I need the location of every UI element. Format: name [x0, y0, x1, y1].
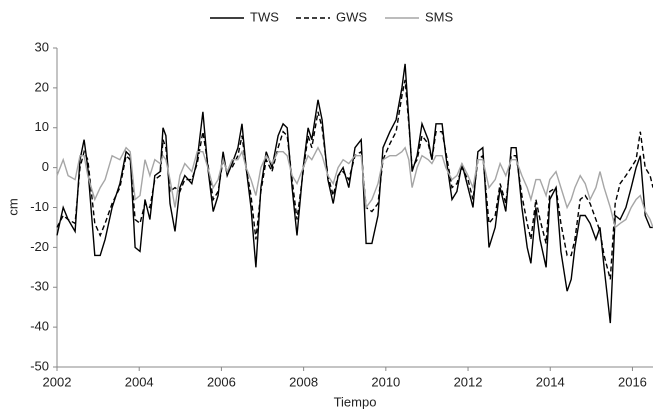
x-tick-label: 2010: [371, 374, 400, 389]
x-tick-label: 2012: [454, 374, 483, 389]
x-tick-label: 2004: [125, 374, 154, 389]
y-tick-label: 30: [35, 39, 49, 54]
y-tick-label: 20: [35, 79, 49, 94]
y-tick-label: -30: [30, 279, 49, 294]
y-tick-label: -50: [30, 358, 49, 373]
y-tick-label: -10: [30, 199, 49, 214]
legend-label: TWS: [250, 9, 279, 24]
legend-label: GWS: [336, 9, 367, 24]
x-tick-label: 2006: [207, 374, 236, 389]
x-tick-label: 2016: [618, 374, 647, 389]
series-line: [56, 63, 653, 324]
x-tick-label: 2008: [289, 374, 318, 389]
y-tick-label: 10: [35, 119, 49, 134]
series-line: [56, 79, 653, 280]
x-tick-label: 2002: [43, 374, 72, 389]
y-axis-title: cm: [5, 198, 20, 215]
y-tick-label: -20: [30, 239, 49, 254]
y-tick-label: -40: [30, 319, 49, 334]
series-line: [56, 146, 653, 229]
x-tick-label: 2014: [536, 374, 565, 389]
legend-label: SMS: [425, 9, 454, 24]
y-tick-label: 0: [42, 159, 49, 174]
x-axis-title: Tiempo: [334, 394, 377, 409]
